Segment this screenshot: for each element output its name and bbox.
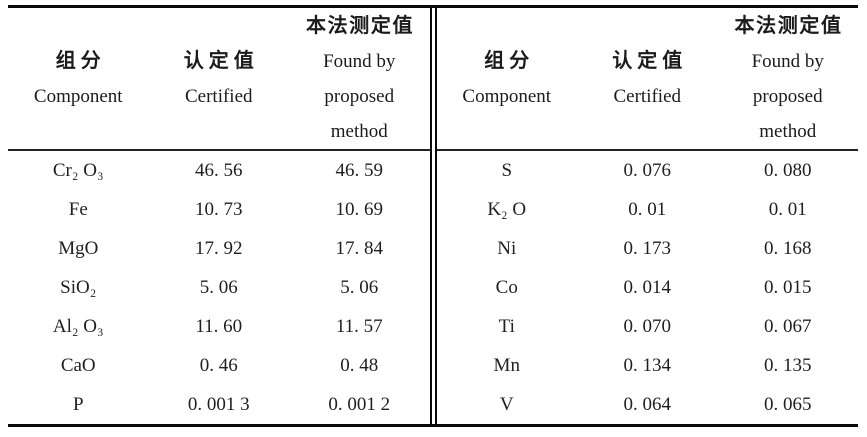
component-cell: P bbox=[72, 393, 84, 415]
certified-header-en: Certified bbox=[613, 85, 682, 107]
component-header-en: Component bbox=[462, 85, 552, 107]
table-row: SiO₂ 5. 06 5. 06 bbox=[8, 268, 430, 307]
certified-cell: 46. 56 bbox=[195, 159, 243, 181]
component-cell: S bbox=[501, 159, 513, 181]
left-header-component: 组分 Component bbox=[8, 8, 149, 149]
left-header-certified: 认定值 Certified bbox=[149, 8, 290, 149]
found-header-en-line1: Found by bbox=[751, 50, 824, 72]
table-row: MgO 17. 92 17. 84 bbox=[8, 229, 430, 268]
component-cell: CaO bbox=[60, 354, 96, 376]
right-header-certified: 认定值 Certified bbox=[577, 8, 718, 149]
found-header-en-line2: proposed bbox=[324, 85, 395, 107]
component-cell: V bbox=[499, 393, 514, 415]
right-header-row: 组分 Component 认定值 Certified 本法测定值 Found b… bbox=[436, 8, 859, 151]
found-cell: 0. 48 bbox=[340, 354, 379, 376]
table-row: Al₂ O₃ 11. 60 11. 57 bbox=[8, 307, 430, 346]
right-header-component: 组分 Component bbox=[437, 8, 578, 149]
table-row: Fe 10. 73 10. 69 bbox=[8, 190, 430, 229]
found-cell: 46. 59 bbox=[335, 159, 384, 181]
component-cell: SiO₂ bbox=[60, 276, 97, 298]
found-cell: 0. 065 bbox=[764, 393, 812, 415]
component-cell: Mn bbox=[493, 354, 520, 376]
table-row: S 0. 076 0. 080 bbox=[437, 151, 859, 190]
component-cell: Cr₂ O₃ bbox=[52, 159, 104, 181]
table-row: Co 0. 014 0. 015 bbox=[437, 268, 859, 307]
component-cell: Ti bbox=[498, 315, 515, 337]
component-cell: MgO bbox=[58, 237, 99, 259]
table-left-half: 组分 Component 认定值 Certified 本法测定值 Found b… bbox=[8, 8, 432, 424]
found-header-en-line1: Found by bbox=[323, 50, 396, 72]
found-cell: 0. 168 bbox=[764, 237, 812, 259]
found-cell: 17. 84 bbox=[335, 237, 384, 259]
table-right-half: 组分 Component 认定值 Certified 本法测定值 Found b… bbox=[434, 8, 859, 424]
left-header-found: 本法测定值 Found by proposed method bbox=[289, 8, 430, 149]
right-table-body: S 0. 076 0. 080 K₂ O 0. 01 0. 01 Ni 0. 1… bbox=[437, 151, 859, 424]
found-cell: 0. 001 2 bbox=[328, 393, 391, 415]
found-cell: 0. 01 bbox=[768, 198, 807, 220]
table-row: K₂ O 0. 01 0. 01 bbox=[437, 190, 859, 229]
certified-cell: 5. 06 bbox=[199, 276, 238, 298]
found-cell: 10. 69 bbox=[335, 198, 384, 220]
component-cell: Fe bbox=[68, 198, 88, 220]
found-header-en-line3: method bbox=[330, 120, 388, 142]
component-header-en: Component bbox=[33, 85, 123, 107]
left-table-body: Cr₂ O₃ 46. 56 46. 59 Fe 10. 73 10. 69 Mg… bbox=[8, 151, 430, 424]
found-header-zh: 本法测定值 bbox=[734, 14, 843, 37]
certified-cell: 0. 014 bbox=[623, 276, 672, 298]
table-row: CaO 0. 46 0. 48 bbox=[8, 346, 430, 385]
certified-cell: 0. 070 bbox=[623, 315, 672, 337]
component-header-zh: 组分 bbox=[55, 49, 106, 72]
found-header-en-line3: method bbox=[759, 120, 817, 142]
certified-cell: 0. 173 bbox=[623, 237, 672, 259]
component-header-zh: 组分 bbox=[484, 49, 535, 72]
table-row: V 0. 064 0. 065 bbox=[437, 385, 859, 424]
certified-cell: 17. 92 bbox=[195, 237, 243, 259]
table-row: Mn 0. 134 0. 135 bbox=[437, 346, 859, 385]
table-row: Cr₂ O₃ 46. 56 46. 59 bbox=[8, 151, 430, 190]
certified-cell: 0. 46 bbox=[199, 354, 238, 376]
certified-cell: 0. 134 bbox=[623, 354, 672, 376]
comparison-table: 组分 Component 认定值 Certified 本法测定值 Found b… bbox=[8, 5, 858, 427]
found-cell: 0. 015 bbox=[764, 276, 812, 298]
found-cell: 0. 080 bbox=[764, 159, 812, 181]
component-cell: K₂ O bbox=[487, 198, 527, 220]
found-header-zh: 本法测定值 bbox=[306, 14, 415, 37]
certified-cell: 0. 064 bbox=[623, 393, 672, 415]
table-row: P 0. 001 3 0. 001 2 bbox=[8, 385, 430, 424]
certified-header-zh: 认定值 bbox=[612, 49, 688, 72]
component-cell: Co bbox=[495, 276, 518, 298]
component-cell: Ni bbox=[497, 237, 517, 259]
table-row: Ni 0. 173 0. 168 bbox=[437, 229, 859, 268]
component-cell: Al₂ O₃ bbox=[52, 315, 104, 337]
certified-cell: 0. 01 bbox=[628, 198, 667, 220]
certified-cell: 10. 73 bbox=[195, 198, 243, 220]
found-cell: 11. 57 bbox=[335, 315, 383, 337]
found-cell: 5. 06 bbox=[340, 276, 379, 298]
right-header-found: 本法测定值 Found by proposed method bbox=[718, 8, 859, 149]
certified-cell: 0. 076 bbox=[623, 159, 672, 181]
found-header-en-line2: proposed bbox=[752, 85, 823, 107]
certified-header-en: Certified bbox=[184, 85, 253, 107]
certified-cell: 0. 001 3 bbox=[187, 393, 250, 415]
found-cell: 0. 135 bbox=[764, 354, 812, 376]
left-header-row: 组分 Component 认定值 Certified 本法测定值 Found b… bbox=[8, 8, 430, 151]
found-cell: 0. 067 bbox=[764, 315, 812, 337]
certified-cell: 11. 60 bbox=[195, 315, 243, 337]
table-row: Ti 0. 070 0. 067 bbox=[437, 307, 859, 346]
certified-header-zh: 认定值 bbox=[183, 49, 259, 72]
